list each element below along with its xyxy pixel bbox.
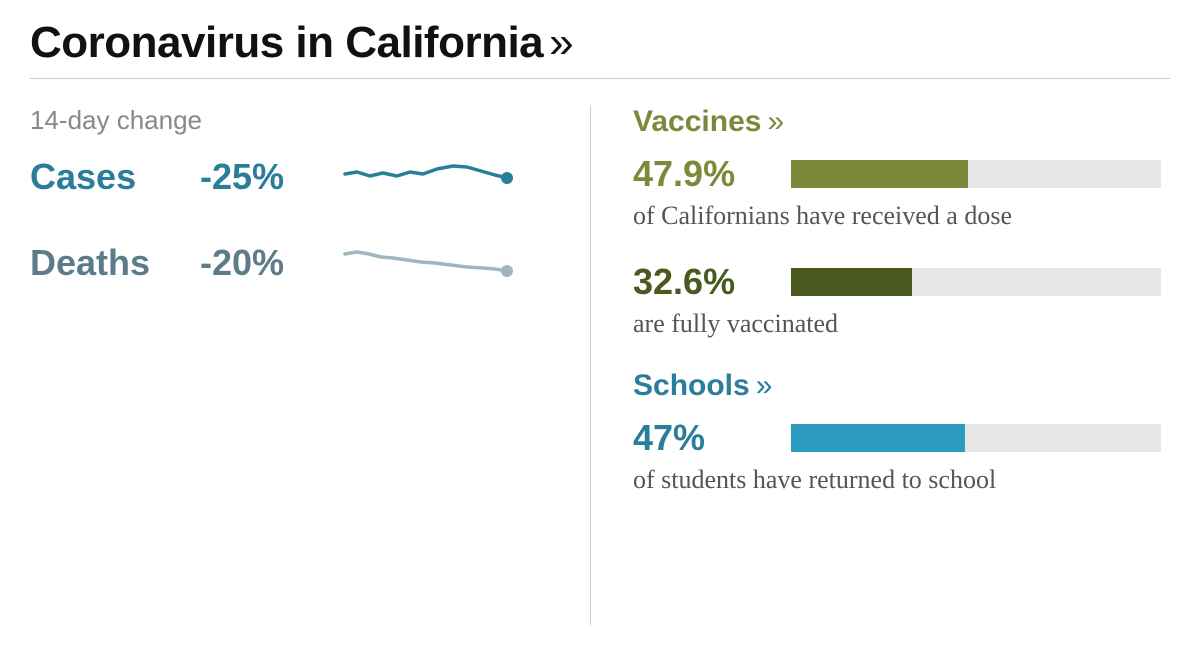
stat-row: 47.9%: [633, 153, 1170, 195]
chevron-icon: »: [549, 18, 573, 67]
divider: [30, 78, 1170, 79]
fully-vaccinated-caption: are fully vaccinated: [633, 309, 1170, 339]
chevron-icon: »: [767, 105, 784, 138]
section-link-schools[interactable]: Schools»: [633, 369, 1170, 403]
stat-returned-school: 47% of students have returned to school: [633, 417, 1170, 495]
deaths-sparkline: [340, 238, 520, 288]
metric-row-deaths: Deaths -20%: [30, 238, 560, 288]
returned-school-bar-fill: [791, 424, 965, 452]
received-dose-caption: of Californians have received a dose: [633, 201, 1170, 231]
received-dose-bar-bg: [791, 160, 1161, 188]
received-dose-bar-fill: [791, 160, 968, 188]
received-dose-pct: 47.9%: [633, 153, 763, 195]
cases-sparkline: [340, 152, 520, 202]
stat-row: 32.6%: [633, 261, 1170, 303]
returned-school-pct: 47%: [633, 417, 763, 459]
schools-title: Schools: [633, 369, 750, 402]
title-text: Coronavirus in California: [30, 18, 543, 67]
fully-vaccinated-bar-fill: [791, 268, 912, 296]
infographic-container: Coronavirus in California» 14-day change…: [0, 0, 1200, 651]
metric-row-cases: Cases -25%: [30, 152, 560, 202]
chevron-icon: »: [756, 369, 773, 402]
deaths-sparkline-end-dot: [501, 265, 513, 277]
right-column: Vaccines» 47.9% of Californians have rec…: [591, 105, 1170, 625]
deaths-sparkline-line: [345, 252, 507, 271]
stat-fully-vaccinated: 32.6% are fully vaccinated: [633, 261, 1170, 339]
returned-school-bar-bg: [791, 424, 1161, 452]
cases-value: -25%: [200, 156, 340, 198]
cases-sparkline-line: [345, 166, 507, 178]
fully-vaccinated-pct: 32.6%: [633, 261, 763, 303]
vaccines-title: Vaccines: [633, 105, 761, 138]
subhead-14-day-change: 14-day change: [30, 105, 560, 136]
section-link-vaccines[interactable]: Vaccines»: [633, 105, 1170, 139]
page-title[interactable]: Coronavirus in California»: [30, 18, 1170, 68]
stat-row: 47%: [633, 417, 1170, 459]
deaths-value: -20%: [200, 242, 340, 284]
deaths-label: Deaths: [30, 242, 200, 284]
cases-label: Cases: [30, 156, 200, 198]
returned-school-caption: of students have returned to school: [633, 465, 1170, 495]
left-column: 14-day change Cases -25% Deaths -20%: [30, 105, 590, 625]
columns: 14-day change Cases -25% Deaths -20%: [30, 105, 1170, 625]
fully-vaccinated-bar-bg: [791, 268, 1161, 296]
stat-received-dose: 47.9% of Californians have received a do…: [633, 153, 1170, 231]
cases-sparkline-end-dot: [501, 172, 513, 184]
